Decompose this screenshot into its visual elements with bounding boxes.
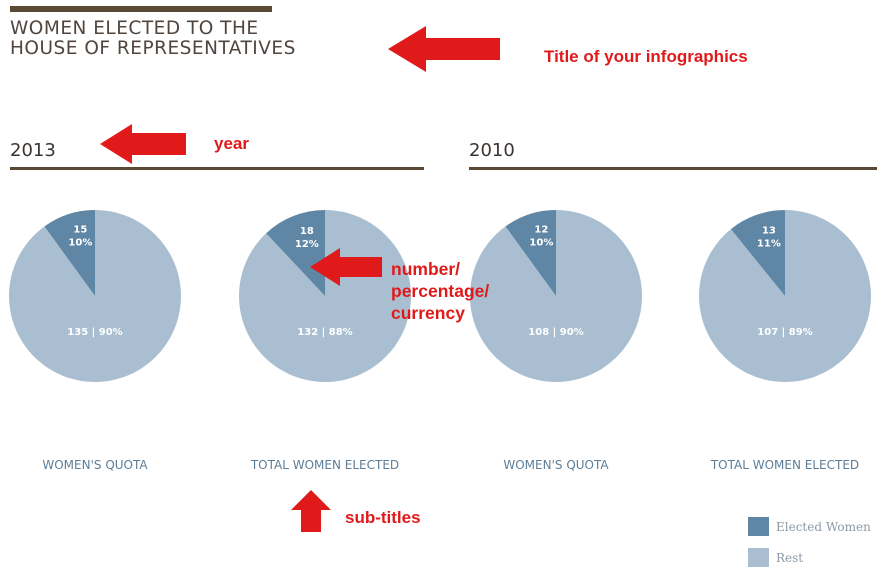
pie-label-elected-count: 12 <box>534 225 548 236</box>
pie-label-elected-percent: 12% <box>295 239 319 250</box>
subtitle-2010-total: TOTAL WOMEN ELECTED <box>710 458 860 472</box>
annotation-number-line-2: percentage/ <box>391 281 490 301</box>
annotation-year: year <box>214 134 249 153</box>
year-label-left: 2013 <box>10 140 56 161</box>
pie-slice-elected <box>44 210 95 296</box>
title-arrow-icon <box>388 26 500 72</box>
year-label-right: 2010 <box>469 140 515 161</box>
pie-2013-total: 18 12% 132 | 88% <box>237 208 413 384</box>
pie-label-elected-percent: 10% <box>68 238 92 249</box>
legend-label-rest: Rest <box>776 550 804 565</box>
title-line-2: HOUSE OF REPRESENTATIVES <box>10 38 296 59</box>
legend-swatch-elected <box>748 517 769 536</box>
pie-svg: 15 10% 135 | 90% <box>9 210 182 382</box>
pie-svg: 18 12% 132 | 88% <box>239 210 411 382</box>
pie-svg: 13 11% 107 | 89% <box>699 210 871 382</box>
annotation-title: Title of your infographics <box>544 47 748 66</box>
year-arrow-icon <box>100 124 186 164</box>
legend-item-elected: Elected Women <box>748 517 871 536</box>
pie-svg: 12 10% 108 | 90% <box>470 210 642 382</box>
legend: Elected Women Rest <box>748 517 871 567</box>
subtitle-2013-total: TOTAL WOMEN ELECTED <box>250 458 400 472</box>
year-rule-left <box>10 167 424 170</box>
legend-item-rest: Rest <box>748 548 871 567</box>
annotation-number-line-3: currency <box>391 303 465 323</box>
pie-slice-rest <box>9 210 182 382</box>
pie-slice-elected <box>730 210 785 296</box>
annotation-number: number/ percentage/ currency <box>391 258 489 324</box>
legend-swatch-rest <box>748 548 769 567</box>
pie-label-elected-count: 15 <box>73 225 87 236</box>
pie-2010-quota: 12 10% 108 | 90% <box>468 208 644 384</box>
annotation-subtitles: sub-titles <box>345 508 421 527</box>
pie-label-elected-percent: 11% <box>757 238 781 249</box>
pie-slice-elected <box>505 210 556 296</box>
title-accent-bar <box>10 6 272 12</box>
year-rule-right <box>469 167 877 170</box>
pie-2013-quota: 15 10% 135 | 90% <box>7 208 183 384</box>
pie-label-elected-count: 18 <box>300 226 314 237</box>
subtitle-2013-quota: WOMEN'S QUOTA <box>42 458 148 472</box>
pie-2010-total: 13 11% 107 | 89% <box>697 208 873 384</box>
pie-label-rest: 107 | 89% <box>757 327 812 338</box>
annotation-number-line-1: number/ <box>391 259 461 279</box>
pie-label-elected-percent: 10% <box>529 238 553 249</box>
title-line-1: WOMEN ELECTED TO THE <box>10 18 259 39</box>
number-arrow-icon <box>310 248 382 286</box>
pie-slice-elected <box>266 210 325 296</box>
pie-label-elected-count: 13 <box>762 225 776 236</box>
pie-label-rest: 132 | 88% <box>297 327 352 338</box>
subtitle-2010-quota: WOMEN'S QUOTA <box>503 458 609 472</box>
pie-label-rest: 135 | 90% <box>67 327 122 338</box>
legend-label-elected: Elected Women <box>776 519 871 534</box>
subtitle-arrow-icon <box>291 490 331 532</box>
pie-label-rest: 108 | 90% <box>528 327 583 338</box>
infographic-title: WOMEN ELECTED TO THE HOUSE OF REPRESENTA… <box>10 19 296 59</box>
